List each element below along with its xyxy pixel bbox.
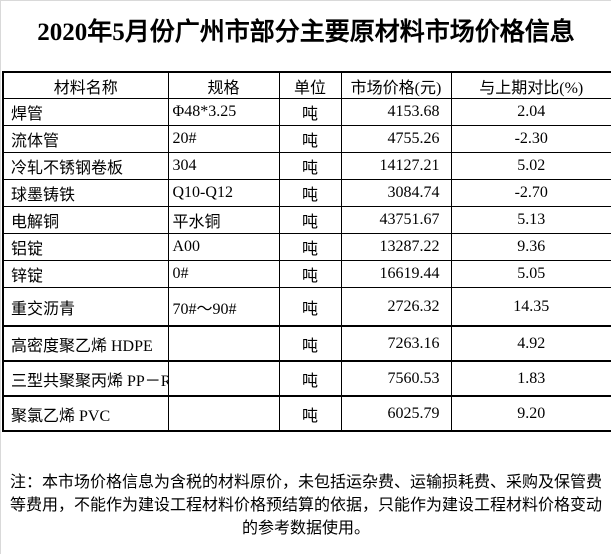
cell-spec: Q10-Q12	[167, 179, 280, 207]
cell-price: 16619.44	[340, 260, 452, 288]
cell-material-name: 高密度聚乙烯 HDPE	[2, 325, 169, 362]
cell-change: 2.04	[450, 98, 611, 126]
cell-price: 4755.26	[340, 125, 452, 153]
cell-spec: 304	[167, 152, 280, 180]
cell-price: 13287.22	[340, 233, 452, 261]
column-header-change: 与上期对比(%)	[450, 71, 611, 99]
cell-material-name: 锌锭	[2, 260, 169, 288]
cell-change: -2.70	[450, 179, 611, 207]
cell-spec: A00	[167, 233, 280, 261]
cell-unit: 吨	[278, 179, 342, 207]
cell-unit: 吨	[278, 395, 342, 432]
cell-spec	[167, 395, 280, 432]
cell-unit: 吨	[278, 360, 342, 397]
cell-change: 14.35	[450, 287, 611, 327]
column-header-price: 市场价格(元)	[340, 71, 452, 99]
cell-unit: 吨	[278, 260, 342, 288]
table-row: 锌锭 0# 吨 16619.44 5.05	[2, 260, 611, 288]
cell-material-name: 冷轧不锈钢卷板	[2, 152, 169, 180]
cell-price: 2726.32	[340, 287, 452, 327]
cell-material-name: 聚氯乙烯 PVC	[2, 395, 169, 432]
cell-price: 4153.68	[340, 98, 452, 126]
cell-spec: 70#～90#	[167, 287, 280, 327]
table-row: 重交沥青 70#～90# 吨 2726.32 14.35	[2, 287, 611, 327]
cell-change: 9.20	[450, 395, 611, 432]
cell-unit: 吨	[278, 206, 342, 234]
cell-material-name: 重交沥青	[2, 287, 169, 327]
cell-price: 43751.67	[340, 206, 452, 234]
cell-unit: 吨	[278, 152, 342, 180]
cell-change: -2.30	[450, 125, 611, 153]
cell-spec: 0#	[167, 260, 280, 288]
table-row: 电解铜 平水铜吨 43751.67 5.13	[2, 206, 611, 234]
cell-material-name: 铝锭	[2, 233, 169, 261]
cell-change: 9.36	[450, 233, 611, 261]
cell-unit: 吨	[278, 125, 342, 153]
cell-spec	[167, 360, 280, 397]
footnote: 注：本市场价格信息为含税的材料原价，未包括运杂费、运输损耗费、采购及保管费等费用…	[9, 474, 602, 537]
column-header-spec: 规格	[167, 71, 280, 99]
cell-price: 3084.74	[340, 179, 452, 207]
cell-change: 4.92	[450, 325, 611, 362]
table-row: 流体管 20# 吨 4755.26 -2.30	[2, 125, 611, 153]
cell-price: 6025.79	[340, 395, 452, 432]
cell-change: 5.05	[450, 260, 611, 288]
table-row: 球墨铸铁 Q10-Q12 吨 3084.74 -2.70	[2, 179, 611, 207]
cell-change: 1.83	[450, 360, 611, 397]
table-row: 聚氯乙烯 PVC 吨 6025.79 9.20	[2, 395, 611, 432]
column-header-unit: 单位	[278, 71, 342, 99]
cell-unit: 吨	[278, 233, 342, 261]
cell-unit: 吨	[278, 325, 342, 362]
table-row: 冷轧不锈钢卷板 304 吨 14127.21 5.02	[2, 152, 611, 180]
cell-change: 5.02	[450, 152, 611, 180]
column-header-material-name: 材料名称	[2, 71, 169, 99]
cell-spec: 20#	[167, 125, 280, 153]
cell-change: 5.13	[450, 206, 611, 234]
cell-unit: 吨	[278, 287, 342, 327]
cell-price: 7263.16	[340, 325, 452, 362]
table-row: 高密度聚乙烯 HDPE 吨 7263.16 4.92	[2, 325, 611, 362]
cell-material-name: 焊管	[2, 98, 169, 126]
cell-material-name: 三型共聚聚丙烯 PP－R	[2, 360, 169, 397]
cell-spec: Φ48*3.25	[167, 98, 280, 126]
cell-price: 7560.53	[340, 360, 452, 397]
table-row: 焊管 Φ48*3.25 吨 4153.68 2.04	[2, 98, 611, 126]
header-row: 材料名称 规格 单位 市场价格(元) 与上期对比(%)	[2, 71, 611, 99]
cell-spec	[167, 325, 280, 362]
page-title: 2020年5月份广州市部分主要原材料市场价格信息	[37, 19, 575, 46]
cell-material-name: 流体管	[2, 125, 169, 153]
table-row: 三型共聚聚丙烯 PP－R 吨 7560.53 1.83	[2, 360, 611, 397]
price-table: 材料名称 规格 单位 市场价格(元) 与上期对比(%) 焊管 Φ48*3.25 吨 4153.…	[2, 71, 611, 432]
cell-unit: 吨	[278, 98, 342, 126]
cell-spec: 平水铜	[167, 206, 280, 234]
cell-material-name: 电解铜	[2, 206, 169, 234]
table-row: 铝锭 A00 吨 13287.22 9.36	[2, 233, 611, 261]
table-body: 焊管 Φ48*3.25 吨 4153.68 2.04 流体管 20# 吨 4755.26 -2.3…	[2, 98, 611, 432]
cell-material-name: 球墨铸铁	[2, 179, 169, 207]
cell-price: 14127.21	[340, 152, 452, 180]
